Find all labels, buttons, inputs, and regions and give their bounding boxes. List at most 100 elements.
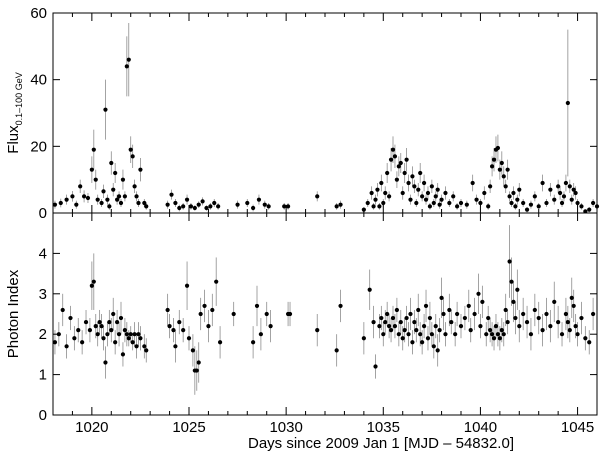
data-point bbox=[400, 336, 405, 341]
data-point bbox=[544, 311, 549, 317]
data-point bbox=[571, 303, 576, 309]
data-point bbox=[579, 315, 584, 321]
data-point bbox=[406, 332, 411, 337]
x-tick-label: 1035 bbox=[367, 419, 400, 436]
data-point bbox=[116, 194, 122, 199]
data-point bbox=[126, 57, 131, 62]
data-point bbox=[266, 204, 271, 209]
data-point bbox=[173, 344, 178, 349]
data-point bbox=[509, 200, 514, 206]
data-point bbox=[58, 200, 63, 206]
data-point bbox=[468, 328, 473, 333]
data-point bbox=[377, 204, 382, 209]
data-point bbox=[122, 194, 127, 199]
data-point bbox=[142, 200, 147, 206]
data-point bbox=[136, 200, 141, 206]
data-point bbox=[72, 336, 77, 341]
data-point bbox=[91, 147, 96, 152]
y-axis-title: Flux0.1–100 GeV bbox=[5, 72, 24, 153]
data-point bbox=[495, 332, 501, 337]
data-point bbox=[559, 332, 565, 337]
data-point bbox=[210, 307, 215, 313]
data-point bbox=[385, 311, 390, 317]
data-point bbox=[184, 283, 190, 288]
data-point bbox=[573, 324, 578, 329]
x-tick-label: 1045 bbox=[561, 419, 594, 436]
data-point bbox=[134, 344, 139, 349]
data-point bbox=[208, 204, 213, 209]
data-point bbox=[559, 200, 565, 206]
data-point bbox=[231, 311, 236, 317]
data-point bbox=[371, 204, 376, 209]
data-point bbox=[458, 200, 464, 206]
data-point bbox=[472, 311, 477, 317]
data-point bbox=[455, 311, 460, 317]
data-point bbox=[505, 319, 510, 325]
data-point bbox=[455, 204, 460, 209]
data-point bbox=[87, 328, 93, 333]
data-point bbox=[214, 279, 219, 284]
data-point bbox=[142, 344, 147, 349]
data-point bbox=[251, 340, 256, 345]
data-point bbox=[128, 147, 133, 152]
data-point bbox=[385, 170, 390, 176]
data-point bbox=[449, 319, 454, 325]
data-point bbox=[418, 332, 423, 337]
data-point bbox=[474, 197, 479, 202]
data-point bbox=[202, 303, 207, 309]
data-point bbox=[416, 187, 421, 192]
data-point bbox=[406, 180, 411, 186]
data-point bbox=[408, 197, 413, 202]
data-point bbox=[99, 324, 104, 329]
data-point bbox=[169, 192, 174, 197]
data-point bbox=[591, 200, 596, 206]
data-point bbox=[571, 187, 576, 192]
data-point bbox=[60, 307, 65, 313]
data-point bbox=[165, 307, 170, 313]
data-point bbox=[470, 180, 475, 186]
data-point bbox=[361, 336, 366, 341]
data-point bbox=[587, 207, 592, 212]
data-point bbox=[122, 328, 127, 333]
data-point bbox=[503, 307, 508, 313]
data-point bbox=[315, 328, 320, 333]
data-point bbox=[427, 204, 433, 209]
data-point bbox=[486, 315, 491, 321]
data-point bbox=[97, 319, 102, 325]
x-tick-label: 1040 bbox=[464, 419, 497, 436]
data-point bbox=[524, 207, 530, 212]
data-point bbox=[78, 184, 83, 189]
y-tick-label: 1 bbox=[39, 367, 47, 384]
data-point bbox=[76, 328, 81, 333]
data-point bbox=[371, 319, 376, 325]
x-tick-label: 1025 bbox=[172, 419, 205, 436]
data-point bbox=[515, 287, 520, 292]
data-point bbox=[447, 200, 452, 206]
data-point bbox=[513, 204, 518, 209]
data-point bbox=[515, 197, 520, 202]
data-point bbox=[414, 328, 419, 333]
data-point bbox=[400, 190, 405, 196]
data-point bbox=[462, 315, 467, 321]
data-point bbox=[390, 315, 396, 321]
data-point bbox=[575, 332, 580, 337]
data-point bbox=[495, 145, 501, 151]
data-point bbox=[579, 204, 584, 209]
data-point bbox=[497, 167, 502, 172]
x-axis-title: Days since 2009 Jan 1 [MJD – 54832.0] bbox=[248, 435, 514, 452]
data-point bbox=[132, 184, 137, 189]
data-point bbox=[390, 147, 396, 152]
data-point bbox=[447, 307, 452, 313]
data-point bbox=[130, 340, 135, 345]
data-point bbox=[464, 202, 469, 207]
data-point bbox=[507, 259, 512, 264]
data-point bbox=[113, 170, 118, 176]
data-point bbox=[116, 332, 122, 337]
data-point bbox=[89, 167, 94, 172]
data-point bbox=[425, 190, 431, 196]
data-point bbox=[285, 204, 291, 209]
data-point bbox=[453, 332, 458, 337]
data-point bbox=[466, 303, 471, 309]
data-point bbox=[190, 348, 195, 353]
data-point bbox=[171, 328, 176, 333]
